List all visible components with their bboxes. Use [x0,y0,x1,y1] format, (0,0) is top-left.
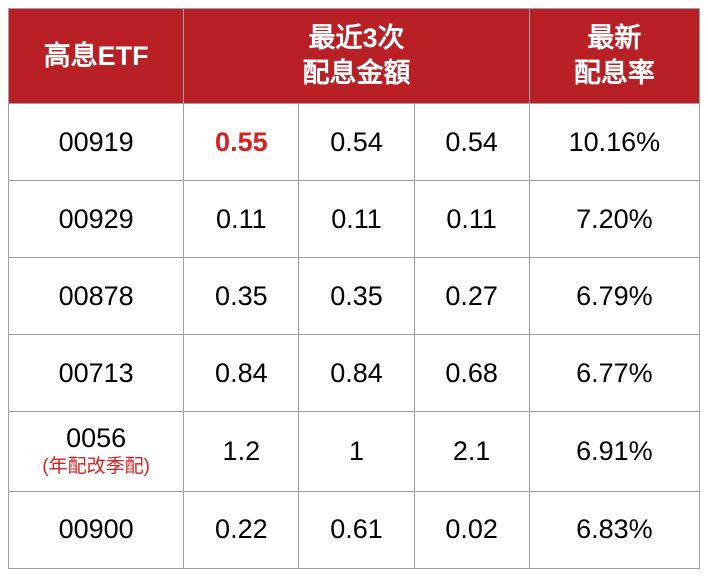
table-header: 高息ETF 最近3次配息金額 最新配息率 [9,9,700,104]
rate-cell: 6.91% [529,412,699,491]
rate-cell: 10.16% [529,104,699,181]
rate-cell: 7.20% [529,181,699,258]
rate-cell: 6.77% [529,335,699,412]
dividend-cell: 0.55 [184,104,299,181]
etf-note: (年配改季配) [15,456,177,479]
dividend-cell: 0.84 [299,335,414,412]
dividend-cell: 0.02 [414,491,529,568]
table-row: 0056(年配改季配)1.212.16.91% [9,412,700,491]
etf-code-cell: 00878 [9,258,184,335]
rate-cell: 6.79% [529,258,699,335]
rate-cell: 6.83% [529,491,699,568]
etf-code-cell: 0056(年配改季配) [9,412,184,491]
header-rate: 最新配息率 [529,9,699,104]
table-row: 009190.550.540.5410.16% [9,104,700,181]
dividend-cell: 0.27 [414,258,529,335]
etf-code-cell: 00919 [9,104,184,181]
dividend-cell: 0.54 [299,104,414,181]
dividend-cell: 0.11 [299,181,414,258]
dividend-cell: 0.68 [414,335,529,412]
table-row: 007130.840.840.686.77% [9,335,700,412]
header-dividends: 最近3次配息金額 [184,9,529,104]
table-body: 009190.550.540.5410.16%009290.110.110.11… [9,104,700,568]
etf-dividend-table: 高息ETF 最近3次配息金額 最新配息率 009190.550.540.5410… [8,8,700,569]
dividend-cell: 0.61 [299,491,414,568]
dividend-cell: 1.2 [184,412,299,491]
etf-code: 0056 [15,424,177,454]
dividend-cell: 2.1 [414,412,529,491]
table-row: 009000.220.610.026.83% [9,491,700,568]
dividend-cell: 0.84 [184,335,299,412]
header-etf: 高息ETF [9,9,184,104]
dividend-cell: 0.54 [414,104,529,181]
table-row: 009290.110.110.117.20% [9,181,700,258]
dividend-cell: 0.11 [184,181,299,258]
dividend-cell: 0.11 [414,181,529,258]
etf-code-cell: 00713 [9,335,184,412]
dividend-cell: 1 [299,412,414,491]
etf-code-cell: 00900 [9,491,184,568]
etf-code-cell: 00929 [9,181,184,258]
dividend-cell: 0.35 [184,258,299,335]
table-row: 008780.350.350.276.79% [9,258,700,335]
dividend-cell: 0.35 [299,258,414,335]
dividend-cell: 0.22 [184,491,299,568]
